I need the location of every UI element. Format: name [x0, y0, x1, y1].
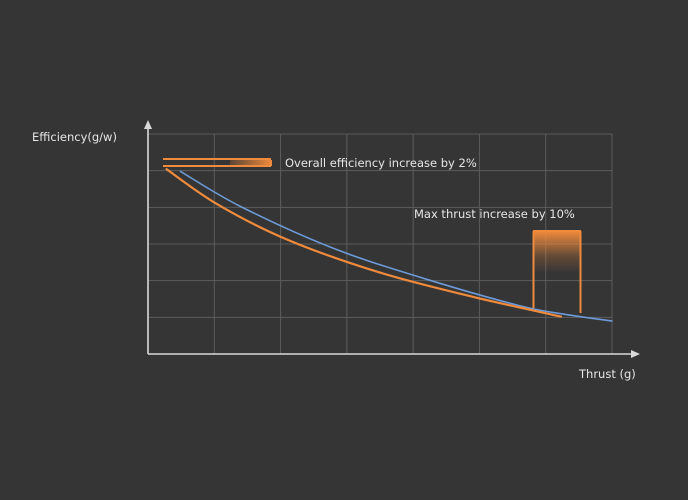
- series-line-orange: [165, 168, 563, 318]
- thrust-highlight-fill: [533, 231, 581, 273]
- y-axis-arrow: [144, 120, 152, 129]
- annotation-thrust: Max thrust increase by 10%: [414, 207, 575, 221]
- x-axis-arrow: [631, 350, 640, 358]
- series-line-blue: [179, 170, 613, 322]
- annotation-marks: [163, 158, 582, 313]
- y-axis-label: Efficiency(g/w): [32, 130, 117, 144]
- annotation-efficiency: Overall efficiency increase by 2%: [285, 156, 477, 170]
- x-axis-label: Thrust (g): [578, 367, 636, 381]
- axes: [144, 120, 640, 358]
- efficiency-highlight-bar: [230, 160, 272, 166]
- series-layer: [165, 168, 613, 322]
